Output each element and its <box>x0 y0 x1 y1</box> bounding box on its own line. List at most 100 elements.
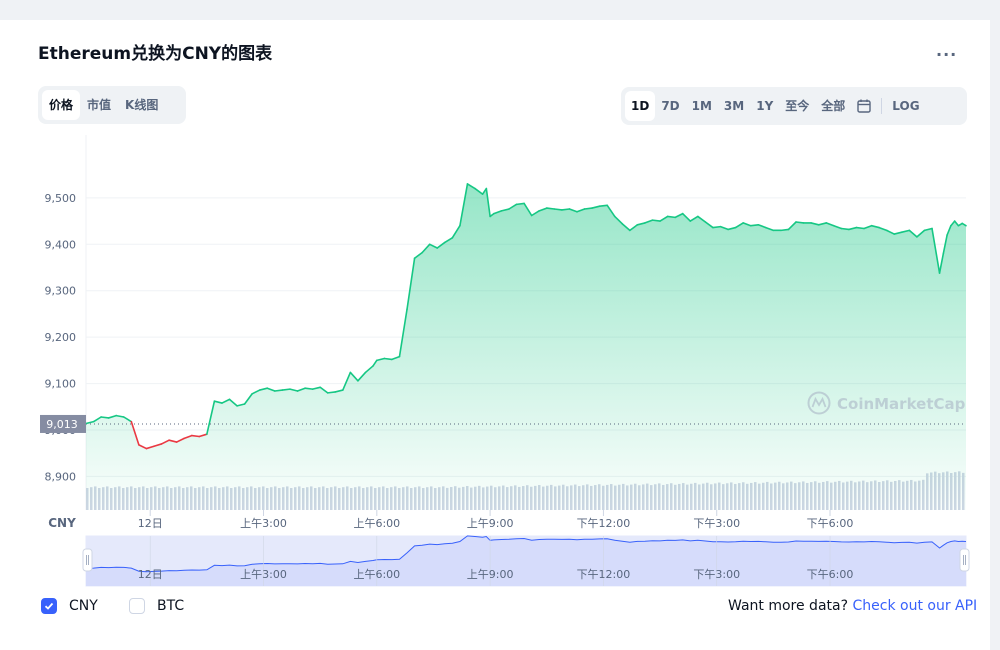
watermark: CoinMarketCap <box>807 391 966 415</box>
chart-type-tabs: 价格 市值 K线图 <box>38 86 186 124</box>
price-line-segment <box>383 357 393 361</box>
more-options-button[interactable]: ... <box>936 41 958 60</box>
navigator-area <box>86 535 966 586</box>
range-1d[interactable]: 1D <box>625 91 656 121</box>
currency-axis-label: CNY <box>48 516 76 530</box>
checkbox-unchecked-icon[interactable] <box>129 598 145 614</box>
price-line-segment <box>100 416 110 419</box>
price-line-segment <box>221 398 231 404</box>
price-line-segment <box>942 234 948 255</box>
price-line-segment <box>107 414 118 419</box>
price-line-segment <box>621 223 631 232</box>
x-tick-label: 上午6:00 <box>353 517 400 530</box>
price-line-segment <box>644 219 654 224</box>
price-line-segment <box>757 223 767 229</box>
price-line-segment <box>183 434 193 440</box>
y-tick-label: 9,300 <box>45 285 77 298</box>
y-tick-label: 9,100 <box>45 378 77 391</box>
price-line-segment <box>938 252 945 274</box>
price-line-segment <box>583 207 593 210</box>
price-line-segment <box>765 226 775 232</box>
price-line-segment <box>712 225 722 229</box>
chart-title: Ethereum兑换为CNY的图表 <box>38 44 273 64</box>
price-line-segment <box>153 443 163 448</box>
navigator-tick-label: 12日 <box>138 568 163 581</box>
price-line-segment <box>817 222 828 226</box>
price-line-segment <box>931 227 941 274</box>
price-line-segment <box>659 215 669 222</box>
price-line-segment <box>319 386 329 394</box>
price-line-segment <box>406 257 416 311</box>
checkbox-checked-icon[interactable] <box>41 598 57 614</box>
price-line-segment <box>289 388 299 392</box>
x-tick-label: 上午9:00 <box>467 517 514 530</box>
range-7d[interactable]: 7D <box>661 99 680 113</box>
price-line-segment <box>243 392 253 405</box>
range-1y[interactable]: 1Y <box>756 99 774 113</box>
price-line-segment <box>598 204 609 208</box>
price-line-segment <box>122 416 133 423</box>
price-line-segment <box>357 371 367 382</box>
x-tick-label: 12日 <box>138 517 163 530</box>
price-line-segment <box>304 387 314 390</box>
price-line-segment <box>436 241 446 249</box>
log-scale-toggle[interactable]: LOG <box>892 99 920 113</box>
price-line-segment <box>145 445 155 450</box>
price-line-segment <box>629 223 639 232</box>
price-line-segment <box>115 414 125 418</box>
price-line-segment <box>953 220 960 227</box>
range-all[interactable]: 全部 <box>821 99 846 113</box>
tab-price[interactable]: 价格 <box>42 90 81 120</box>
price-line-segment <box>349 371 359 382</box>
navigator-ticks: 12日 上午3:00 上午6:00 上午9:00 下午12:00 下午3:00 下午6:00 <box>138 536 853 586</box>
price-line-segment <box>443 236 454 244</box>
price-line-segment <box>376 357 386 362</box>
range-navigator: 12日 上午3:00 上午6:00 上午9:00 下午12:00 下午3:00 下午6:00 <box>82 535 970 587</box>
price-line-segment <box>848 226 858 231</box>
price-line-segment <box>334 389 344 393</box>
price-line-segment <box>591 205 601 209</box>
legend-cny[interactable]: CNY <box>41 598 98 614</box>
top-strip <box>0 0 1000 20</box>
tab-market-cap[interactable]: 市值 <box>87 98 112 112</box>
calendar-icon[interactable] <box>851 91 877 121</box>
navigator-tick-label: 上午6:00 <box>353 568 400 581</box>
price-line-segment <box>130 420 140 446</box>
price-line-segment <box>198 433 208 438</box>
price-line-segment <box>372 359 378 367</box>
price-line-segment <box>885 229 896 235</box>
price-line <box>85 183 967 450</box>
price-line-segment <box>681 212 692 222</box>
price-line-segment <box>749 223 760 227</box>
price-line-segment <box>674 212 684 219</box>
price-line-segment <box>398 308 408 358</box>
legend-btc[interactable]: BTC <box>129 598 184 614</box>
price-line-segment <box>795 221 805 224</box>
price-line-segment <box>780 228 790 232</box>
price-line-segment <box>923 227 933 232</box>
price-line-segment <box>855 226 865 230</box>
price-line-segment <box>636 222 646 226</box>
api-promo-text: Want more data? <box>728 598 849 614</box>
api-link[interactable]: Check out our API <box>852 598 978 614</box>
range-ytd[interactable]: 至今 <box>785 99 810 113</box>
price-line-segment <box>666 215 676 219</box>
time-range-tabs: 1D 7D 1M 3M 1Y 至今 全部 LOG <box>621 87 967 125</box>
x-tick-label: 下午12:00 <box>577 517 631 530</box>
x-axis-ticks: 12日 上午3:00 上午6:00 上午9:00 下午12:00 下午3:00 下午6:00 <box>138 510 853 530</box>
price-line-segment <box>651 219 661 222</box>
navigator-left-handle <box>82 548 93 572</box>
range-3m[interactable]: 3M <box>723 99 745 113</box>
range-1m[interactable]: 1M <box>691 99 712 113</box>
price-line-segment <box>697 215 707 223</box>
price-line-segment <box>878 226 888 232</box>
price-line-segment <box>606 204 616 218</box>
y-tick-label: 8,900 <box>45 470 77 483</box>
tab-candlestick[interactable]: K线图 <box>125 98 159 112</box>
price-line-segment <box>950 220 956 227</box>
price-line-segment <box>530 210 541 217</box>
legend-cny-label: CNY <box>69 598 98 614</box>
price-line-segment <box>908 229 918 238</box>
